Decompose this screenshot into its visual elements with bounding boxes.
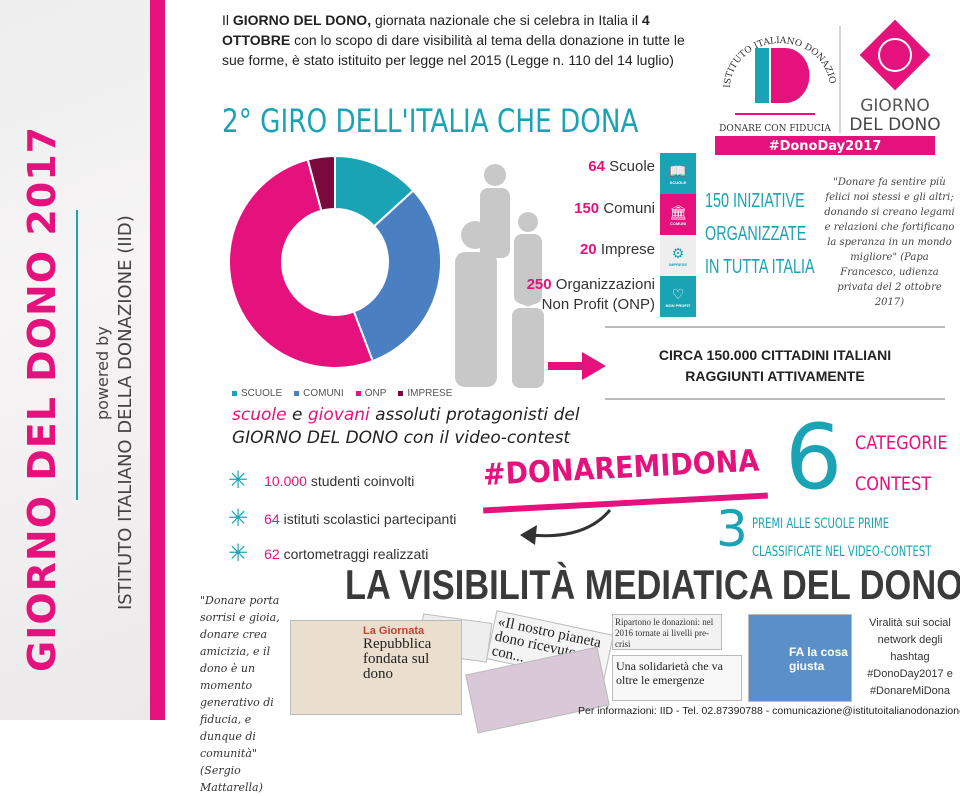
people-silhouettes-icon xyxy=(455,164,544,388)
legend-item: IMPRESE xyxy=(398,388,452,399)
chart-legend: SCUOLE COMUNI ONP IMPRESE xyxy=(232,388,452,399)
svg-text:DEL DONO: DEL DONO xyxy=(849,115,940,135)
asterisk-icon: ✳ xyxy=(228,505,249,532)
press-clip: Ripartono le donazioni: nel 2016 tornate… xyxy=(612,614,722,650)
mattarella-quote: "Donare porta sorrisi e gioia, donare cr… xyxy=(200,594,280,794)
intro-text: Il GIORNO DEL DONO, giornata nazionale c… xyxy=(222,12,685,68)
stat-imprese: 20 Imprese xyxy=(579,241,655,258)
bullet-item: ✳ 62 cortometraggi realizzati xyxy=(228,540,429,567)
legend-item: SCUOLE xyxy=(232,388,282,399)
building-icon: 🏛 COMUNI xyxy=(660,194,696,235)
asterisk-icon: ✳ xyxy=(228,467,249,494)
prizes-count: 3 xyxy=(716,500,748,558)
prizes-label: PREMI ALLE SCUOLE PRIME CLASSIFICATE NEL … xyxy=(752,516,932,560)
protagonists-text: scuole e giovani assoluti protagonisti d… xyxy=(232,405,580,448)
svg-text:DONARE CON FIDUCIA: DONARE CON FIDUCIA xyxy=(719,124,831,134)
legend-swatch xyxy=(355,390,361,396)
bullet-item: ✳ 10.000 studenti coinvolti xyxy=(228,467,415,494)
categories-label: CATEGORIE CONTEST xyxy=(855,432,948,495)
gears-icon: ⚙ IMPRESE xyxy=(660,235,696,276)
iid-logo: ISTITUTO ITALIANO DONAZIONE DONARE CON F… xyxy=(701,1,941,155)
donut-slice-onp xyxy=(228,158,374,369)
powered-by: powered by xyxy=(93,326,112,420)
citizens-reached: CIRCA 150.000 CITTADINI ITALIANI RAGGIUNT… xyxy=(658,347,892,384)
visibility-title: LA VISIBILITÀ MEDIATICA DEL DONO xyxy=(345,561,960,608)
side-panel xyxy=(0,0,150,720)
hashtag-title: #DONAREMIDONA xyxy=(482,443,761,493)
curved-arrow-icon xyxy=(520,509,612,545)
legend-swatch xyxy=(232,390,237,396)
asterisk-icon: ✳ xyxy=(228,540,249,567)
divider xyxy=(605,398,945,400)
pink-stripe xyxy=(150,0,165,720)
svg-text:GIORNO: GIORNO xyxy=(860,96,929,116)
pope-quote: "Donare fa sentire più felici noi stessi… xyxy=(824,177,955,308)
legend-item: ONP xyxy=(355,388,386,399)
legend-item: COMUNI xyxy=(294,388,344,399)
categories-count: 6 xyxy=(785,405,843,510)
stat-scuole: 64 Scuole xyxy=(588,158,655,175)
donut-slice-comuni xyxy=(352,189,442,363)
legend-swatch xyxy=(294,390,300,396)
legend-swatch xyxy=(398,390,404,396)
giro-title: 2° GIRO DELL'ITALIA CHE DONA xyxy=(222,102,639,140)
footer-contact: Per informazioni: IID - Tel. 02.87390788… xyxy=(578,705,960,717)
iniziative-text: 150 INIZIATIVE ORGANIZZATE IN TUTTA ITALIA xyxy=(705,190,815,278)
svg-text:ISTITUTO ITALIANO DONAZIONE: ISTITUTO ITALIANO DONAZIONE xyxy=(705,8,837,88)
arrow-right-icon xyxy=(548,352,606,380)
side-title: GIORNO DEL DONO 2017 xyxy=(20,125,64,672)
press-clip: La Giornata Repubblica fondata sul dono xyxy=(290,620,462,715)
donut-chart xyxy=(228,154,442,369)
donut-slice-imprese xyxy=(306,154,336,212)
svg-text:#DonoDay2017: #DonoDay2017 xyxy=(769,139,882,154)
viral-text: Viralità sui social network degli hashta… xyxy=(867,617,953,697)
heart-icon: ♡ NON PROFIT xyxy=(660,276,696,317)
stat-onp: 250 Organizzazioni Non Profit (ONP) xyxy=(526,276,655,313)
side-divider xyxy=(76,210,78,500)
institute-name: ISTITUTO ITALIANO DELLA DONAZIONE (IID) xyxy=(115,215,136,610)
tv-still-image: FA la cosa giusta xyxy=(748,614,852,702)
book-icon: 📖 SCUOLE xyxy=(660,153,696,194)
stat-comuni: 150 Comuni xyxy=(574,200,655,217)
logo-block: ISTITUTO ITALIANO DONAZIONE DONARE CON F… xyxy=(701,1,955,156)
press-clip: Una solidarietà che va oltre le emergenz… xyxy=(612,655,742,701)
divider xyxy=(605,326,945,328)
bullet-item: ✳ 64 istituti scolastici partecipanti xyxy=(228,505,457,532)
